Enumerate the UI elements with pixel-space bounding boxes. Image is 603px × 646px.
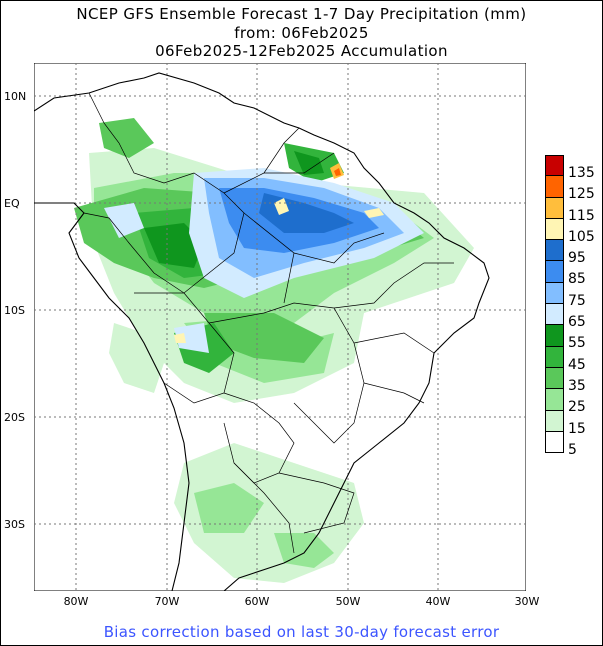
forecast-start: from: 06Feb2025	[234, 24, 369, 42]
legend-level: 85	[545, 261, 597, 286]
lon-label-70w: 70W	[154, 595, 180, 608]
legend-label: 105	[568, 228, 595, 245]
map-title: NCEP GFS Ensemble Forecast 1-7 Day Preci…	[76, 5, 527, 23]
legend-swatch	[545, 304, 564, 326]
lon-label-50w: 50W	[335, 595, 361, 608]
lon-label-40w: 40W	[425, 595, 451, 608]
legend-label: 5	[568, 441, 577, 458]
lat-label-10s: 10S	[4, 304, 25, 317]
legend-level: 75	[545, 282, 597, 308]
legend-swatch	[545, 410, 564, 432]
precipitation-legend: 135 125 115 105 95 85 75 65 55 45 35 25 15 5	[545, 155, 597, 457]
legend-label: 45	[568, 356, 586, 373]
legend-level: 95	[545, 240, 597, 265]
borders	[83, 92, 454, 554]
accumulation-period: 06Feb2025-12Feb2025 Accumulation	[155, 42, 448, 60]
legend-level: 115	[545, 197, 597, 223]
legend-swatch	[545, 240, 564, 262]
legend-swatch	[545, 367, 564, 390]
legend-label: 95	[568, 250, 586, 267]
lat-label-20s: 20S	[4, 411, 25, 424]
bias-correction-note: Bias correction based on last 30-day for…	[103, 623, 500, 641]
legend-swatch	[545, 197, 564, 219]
legend-label: 35	[568, 377, 586, 394]
legend-level: 25	[545, 389, 597, 414]
legend-level: 55	[545, 325, 597, 350]
legend-swatch	[545, 282, 564, 305]
legend-swatch	[545, 431, 564, 454]
legend-level: 15	[545, 410, 597, 436]
legend-label: 135	[568, 165, 595, 181]
legend-swatch	[545, 389, 564, 411]
legend-level: 65	[545, 304, 597, 329]
lat-label-30s: 30S	[4, 518, 25, 531]
lat-label-10n: 10N	[4, 90, 27, 103]
lat-label-eq: EQ	[4, 197, 20, 210]
legend-label: 65	[568, 314, 586, 331]
legend-label: 115	[568, 207, 595, 224]
legend-label: 25	[568, 399, 586, 416]
precipitation-map	[34, 63, 526, 591]
legend-swatch	[545, 346, 564, 368]
legend-level: 5	[545, 431, 597, 457]
legend-label: 55	[568, 335, 586, 352]
legend-swatch	[545, 176, 564, 198]
lon-label-60w: 60W	[244, 595, 270, 608]
legend-level: 35	[545, 367, 597, 393]
legend-swatch	[545, 218, 564, 241]
legend-level: 135	[545, 155, 597, 180]
legend-label: 75	[568, 292, 586, 309]
legend-label: 15	[568, 420, 586, 437]
graticule	[34, 63, 526, 591]
legend-level: 105	[545, 218, 597, 244]
legend-label: 125	[568, 186, 595, 203]
legend-swatch	[545, 261, 564, 283]
lon-label-80w: 80W	[63, 595, 89, 608]
legend-level: 125	[545, 176, 597, 201]
legend-swatch	[545, 155, 564, 177]
legend-label: 85	[568, 271, 586, 288]
lon-label-30w: 30W	[514, 595, 540, 608]
legend-swatch	[545, 325, 564, 347]
coastline	[34, 72, 490, 591]
legend-level: 45	[545, 346, 597, 372]
